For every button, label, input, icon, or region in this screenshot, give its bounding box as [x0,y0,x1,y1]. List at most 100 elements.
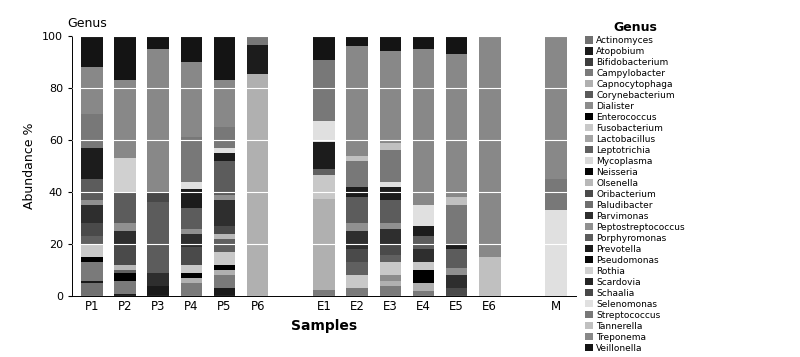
Bar [214,239,235,252]
Bar [214,161,235,195]
Bar [114,36,136,80]
Bar [114,294,136,296]
Bar [214,226,235,234]
Bar [214,153,235,161]
Bar [346,231,368,250]
Bar [379,281,401,286]
Bar [181,247,202,265]
Bar [181,283,202,296]
Bar [247,36,269,45]
Bar [181,182,202,190]
Bar [346,187,368,197]
Bar [81,244,102,257]
Bar [379,262,401,276]
Bar [379,51,401,142]
Bar [446,276,467,288]
Bar [346,197,368,223]
Bar [413,205,434,226]
Bar [346,288,368,296]
Bar [147,36,169,49]
Bar [81,36,102,67]
Bar [247,74,269,296]
Bar [413,250,434,262]
Bar [214,276,235,288]
Bar [413,36,434,49]
Bar [379,200,401,223]
Bar [314,175,334,199]
Bar [81,148,102,179]
Bar [346,36,368,46]
Bar [214,234,235,239]
Bar [379,142,401,150]
Bar [181,273,202,278]
Bar [413,291,434,296]
Bar [379,223,401,228]
Bar [379,276,401,281]
Bar [181,137,202,182]
Bar [181,228,202,234]
Bar [479,257,501,296]
Bar [181,190,202,208]
Bar [346,46,368,156]
Bar [413,283,434,291]
Bar [181,278,202,283]
Bar [546,36,567,179]
Bar [379,255,401,262]
Bar [314,36,334,60]
Bar [346,262,368,276]
Bar [114,231,136,244]
Bar [147,49,169,192]
Bar [479,36,501,257]
Bar [446,268,467,276]
Bar [181,234,202,247]
Bar [214,195,235,200]
Bar [147,286,169,296]
Bar [314,121,334,142]
Bar [446,197,467,205]
Bar [379,36,401,51]
Bar [446,244,467,250]
Bar [314,199,334,290]
Bar [114,281,136,294]
Bar [147,273,169,286]
Bar [346,276,368,288]
Bar [214,80,235,127]
Bar [114,265,136,270]
Bar [379,187,401,200]
Bar [413,262,434,270]
Bar [81,257,102,262]
Bar [147,202,169,273]
Bar [214,127,235,148]
Bar [379,182,401,187]
Bar [81,262,102,281]
Bar [81,223,102,236]
Bar [446,250,467,268]
Bar [247,45,269,74]
Bar [314,142,334,169]
Bar [81,179,102,200]
Bar [214,270,235,276]
Text: Genus: Genus [67,17,106,30]
Bar [181,208,202,228]
Legend: Actinomyces, Atopobium, Bifidobacterium, Campylobacter, Capnocytophaga, Coryneba: Actinomyces, Atopobium, Bifidobacterium,… [581,17,689,356]
Bar [413,226,434,236]
X-axis label: Samples: Samples [291,319,357,333]
Bar [114,192,136,223]
Bar [346,250,368,262]
Y-axis label: Abundance %: Abundance % [23,123,37,209]
Bar [314,290,334,296]
Bar [379,244,401,255]
Bar [114,80,136,158]
Bar [346,156,368,161]
Bar [147,192,169,202]
Bar [446,288,467,296]
Bar [379,150,401,182]
Bar [446,36,467,54]
Bar [81,205,102,223]
Bar [446,54,467,197]
Bar [413,236,434,250]
Bar [214,36,235,80]
Bar [413,270,434,283]
Bar [446,205,467,244]
Bar [413,49,434,205]
